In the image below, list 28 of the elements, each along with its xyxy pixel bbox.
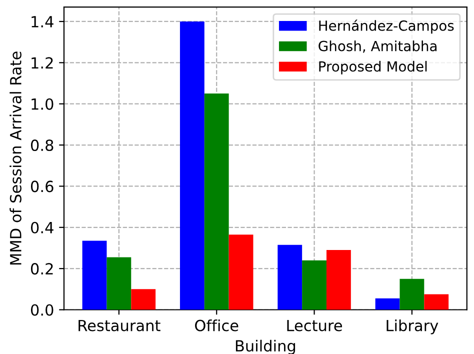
bar — [228, 234, 254, 310]
x-tick-label: Library — [386, 319, 438, 334]
y-tick-label: 0.8 — [30, 139, 54, 152]
x-tick-label: Office — [195, 319, 238, 332]
legend-label: Hernández-Campos — [319, 20, 454, 34]
bar — [424, 294, 449, 310]
x-tick-label: Lecture — [287, 320, 342, 332]
bar — [302, 260, 326, 310]
y-tick-label: 0.6 — [30, 180, 54, 192]
bar — [375, 298, 400, 310]
bar — [180, 21, 204, 310]
legend-label: Ghosh, Amitabha — [318, 40, 437, 53]
bar — [106, 257, 132, 310]
bar — [278, 244, 302, 310]
bar — [326, 250, 351, 310]
y-tick-label: 0.2 — [30, 263, 53, 275]
bar — [131, 289, 156, 310]
y-tick-label: 0.4 — [30, 222, 54, 234]
y-tick-label: 1.0 — [32, 98, 54, 110]
legend-label: Proposed Model — [319, 60, 427, 74]
y-tick-label: 1.2 — [32, 57, 53, 68]
bar — [82, 240, 107, 310]
bar — [204, 94, 229, 310]
y-tick-label: 0.0 — [30, 304, 54, 316]
bar — [400, 278, 424, 310]
x-tick-label: Restaurant — [78, 320, 160, 332]
y-tick-label: 1.4 — [32, 16, 54, 28]
y-axis-title: MMD of Session Arrival Rate — [10, 52, 22, 265]
